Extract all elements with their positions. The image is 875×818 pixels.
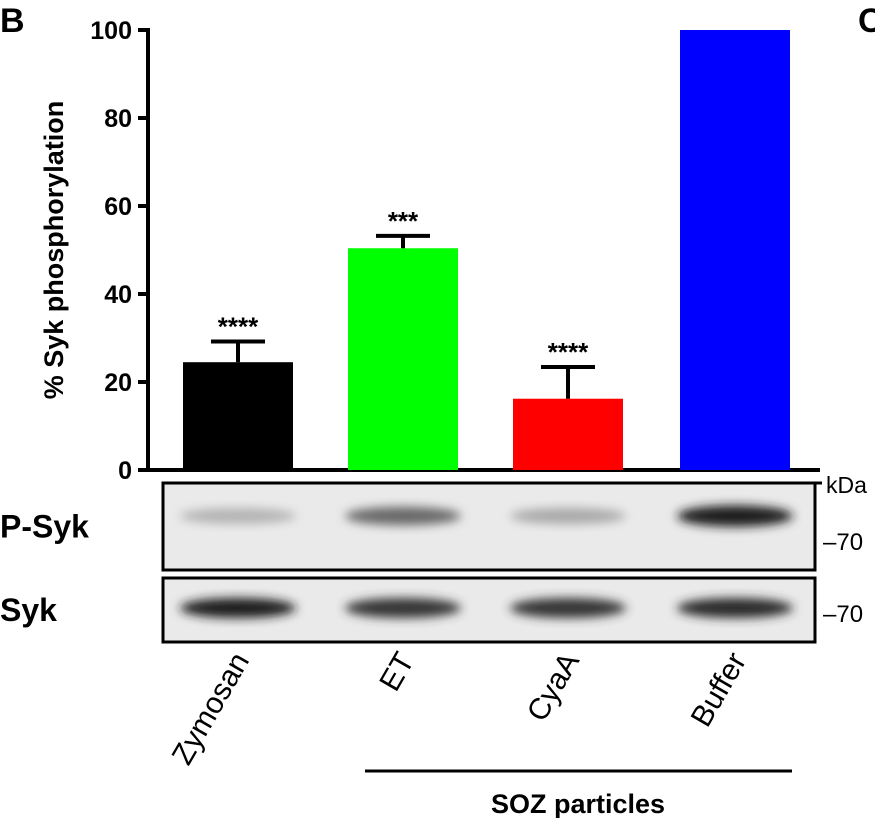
bar-et (348, 248, 458, 470)
panel-label: B (0, 2, 25, 40)
y-tick-label: 100 (90, 17, 132, 45)
x-tick-label-et: ET (373, 647, 421, 697)
blot-band (345, 598, 461, 618)
bar-cyaa (513, 398, 623, 470)
significance-label: **** (548, 337, 589, 367)
molecular-weight-marker: –70 (823, 601, 863, 628)
significance-label: **** (218, 312, 259, 342)
blot-panel (161, 481, 817, 572)
group-label: SOZ particles (491, 789, 665, 818)
x-tick-label-buffer: Buffer (685, 647, 753, 732)
y-tick-label: 60 (104, 193, 132, 221)
bars: *********** (183, 30, 790, 470)
western-blot: P-Syk –70 Syk –70 kDa (0, 472, 867, 644)
blot-band (180, 508, 296, 524)
next-panel-label: C (858, 2, 875, 40)
blot-row-label: Syk (0, 592, 57, 628)
bar-buffer (680, 30, 790, 470)
blot-band (510, 508, 626, 524)
blot-band (510, 598, 626, 618)
y-axis-label: % Syk phosphorylation (39, 101, 69, 400)
x-tick-label-cyaa: CyaA (521, 647, 586, 727)
x-tick-labels: Zymosan ET CyaA Buffer (166, 647, 753, 770)
significance-label: *** (388, 206, 419, 236)
blot-band (677, 505, 793, 527)
y-tick-label: 0 (118, 457, 132, 485)
blot-band (180, 598, 296, 618)
molecular-weight-marker: –70 (823, 529, 863, 556)
blot-band (677, 598, 793, 618)
y-tick-label: 20 (104, 369, 132, 397)
bar-zymosan (183, 362, 293, 470)
kda-label: kDa (826, 472, 867, 498)
y-tick-label: 40 (104, 281, 132, 309)
x-tick-label-zymosan: Zymosan (166, 647, 256, 770)
blot-band (345, 506, 461, 526)
blot-row-label: P-Syk (0, 509, 89, 545)
y-tick-label: 80 (104, 105, 132, 133)
